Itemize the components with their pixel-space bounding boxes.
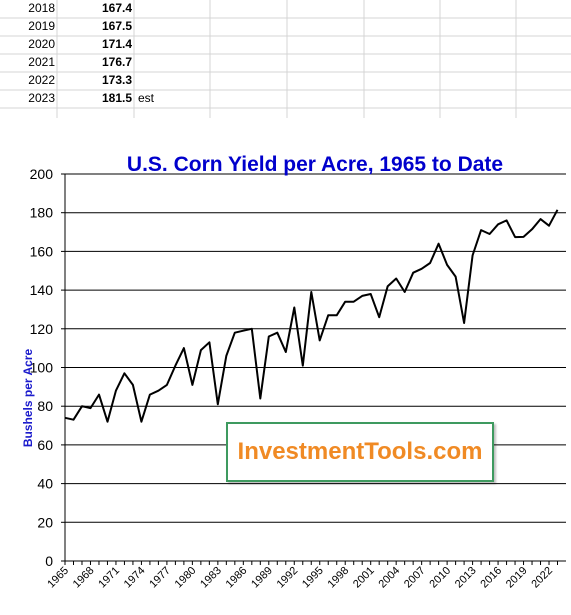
y-tick-label: 80 <box>37 398 53 414</box>
sheet-year-cell: 2020 <box>28 37 55 51</box>
y-tick-label: 100 <box>30 360 54 376</box>
y-tick-label: 140 <box>30 282 54 298</box>
chart-area <box>0 118 571 615</box>
y-tick-label: 40 <box>37 476 53 492</box>
sheet-year-cell: 2019 <box>28 19 55 33</box>
y-tick-label: 0 <box>45 553 53 569</box>
sheet-row: 2021 176.7 <box>0 53 571 71</box>
sheet-value-cell: 181.5 <box>101 91 132 105</box>
y-tick-label: 180 <box>30 205 54 221</box>
y-tick-label: 20 <box>37 514 53 530</box>
spreadsheet-rows: 2018 167.4 2019 167.5 2020 171.4 2021 176.7 2022… <box>0 0 571 108</box>
sheet-year-cell: 2018 <box>28 1 55 15</box>
y-tick-label: 60 <box>37 437 53 453</box>
y-axis-label: Bushels per Acre <box>21 348 35 448</box>
chart-title: U.S. Corn Yield per Acre, 1965 to Date <box>126 153 504 176</box>
sheet-note-cell: est <box>138 91 155 105</box>
sheet-row: 2020 171.4 <box>0 35 571 53</box>
sheet-row: 2019 167.5 <box>0 17 571 35</box>
y-tick-label: 200 <box>30 166 54 182</box>
sheet-row: 2018 167.4 <box>0 0 571 17</box>
watermark-box: InvestmentTools.com <box>226 422 494 482</box>
corn-yield-series-line <box>64 209 559 423</box>
watermark-text: InvestmentTools.com <box>237 438 483 465</box>
y-tick-label: 120 <box>30 321 54 337</box>
sheet-year-cell: 2021 <box>28 55 55 69</box>
sheet-row: 2022 173.3 <box>0 71 571 89</box>
sheet-year-cell: 2023 <box>28 91 55 105</box>
sheet-value-cell: 171.4 <box>101 37 132 51</box>
sheet-year-cell: 2022 <box>28 73 55 87</box>
sheet-value-cell: 167.5 <box>101 19 132 33</box>
sheet-value-cell: 167.4 <box>101 1 132 15</box>
y-tick-label: 160 <box>30 243 54 259</box>
sheet-value-cell: 173.3 <box>101 73 132 87</box>
sheet-row: 2023 181.5 est <box>0 89 571 107</box>
sheet-value-cell: 176.7 <box>101 55 132 69</box>
